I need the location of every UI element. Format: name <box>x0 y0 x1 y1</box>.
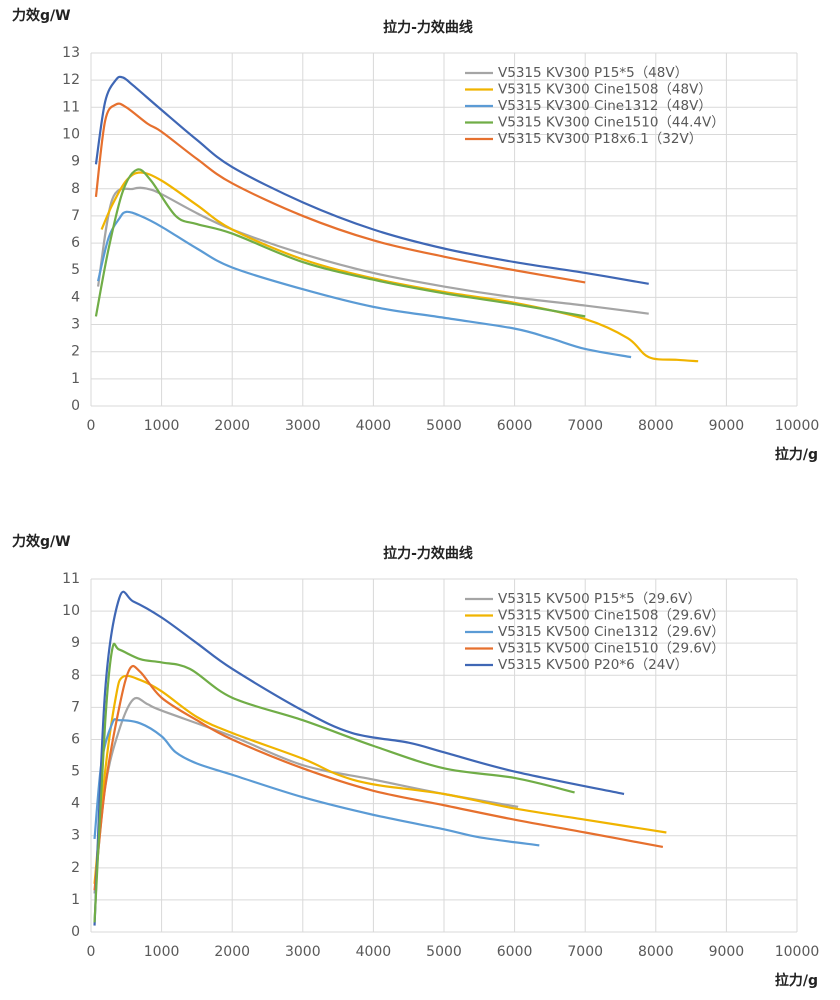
y-tick-label: 3 <box>71 828 80 844</box>
legend-label: V5315 KV300 Cine1508（48V） <box>498 82 712 98</box>
x-tick-label: 7000 <box>567 418 603 434</box>
x-tick-label: 3000 <box>285 418 321 434</box>
y-tick-label: 8 <box>71 667 80 683</box>
x-tick-label: 5000 <box>426 418 462 434</box>
y-tick-label: 2 <box>71 860 80 876</box>
y-tick-label: 7 <box>71 699 80 715</box>
data-line <box>93 642 575 923</box>
x-tick-label: 0 <box>87 944 96 960</box>
x-tick-label: 6000 <box>497 944 533 960</box>
x-tick-label: 4000 <box>356 418 392 434</box>
legend-label: V5315 KV500 Cine1510（29.6V） <box>498 641 725 657</box>
x-tick-label: 7000 <box>567 944 603 960</box>
y-tick-label: 8 <box>71 181 80 197</box>
y-tick-label: 4 <box>71 796 80 812</box>
y-tick-label: 10 <box>62 603 80 619</box>
legend-label: V5315 KV300 P15*5（48V） <box>498 65 688 81</box>
y-tick-label: 11 <box>62 99 80 115</box>
y-tick-label: 6 <box>71 731 80 747</box>
y-axis-label: 力效g/W <box>12 7 71 24</box>
x-tick-label: 5000 <box>426 944 462 960</box>
legend-label: V5315 KV500 P20*6（24V） <box>498 657 688 673</box>
x-tick-label: 6000 <box>497 418 533 434</box>
legend-label: V5315 KV300 Cine1510（44.4V） <box>498 115 725 131</box>
y-tick-label: 5 <box>71 262 80 278</box>
y-tick-label: 13 <box>62 45 80 61</box>
y-tick-label: 4 <box>71 289 80 305</box>
y-tick-label: 2 <box>71 344 80 360</box>
y-tick-label: 6 <box>71 235 80 251</box>
x-tick-label: 3000 <box>285 944 321 960</box>
y-tick-label: 9 <box>71 154 80 170</box>
x-tick-label: 8000 <box>638 944 674 960</box>
data-line <box>93 664 664 891</box>
y-tick-label: 1 <box>71 892 80 908</box>
x-axis-label: 拉力/g <box>775 972 818 989</box>
data-line <box>93 590 625 926</box>
data-line <box>94 102 586 284</box>
legend-label: V5315 KV500 P15*5（29.6V） <box>498 591 701 607</box>
x-tick-label: 1000 <box>144 418 180 434</box>
y-axis-label: 力效g/W <box>12 533 71 550</box>
y-tick-label: 5 <box>71 764 80 780</box>
x-tick-label: 10000 <box>775 944 820 960</box>
y-tick-label: 3 <box>71 317 80 333</box>
chart-title: 拉力-力效曲线 <box>383 545 473 562</box>
data-line <box>96 210 632 359</box>
x-tick-label: 9000 <box>709 944 745 960</box>
data-line <box>100 171 699 363</box>
data-line <box>94 75 649 285</box>
legend-label: V5315 KV300 P18x6.1（32V） <box>498 131 702 147</box>
data-line <box>93 696 519 894</box>
y-tick-label: 11 <box>62 571 80 587</box>
y-tick-label: 0 <box>71 924 80 940</box>
y-tick-label: 10 <box>62 126 80 142</box>
legend-label: V5315 KV500 Cine1508（29.6V） <box>498 608 725 624</box>
data-line <box>94 168 586 318</box>
x-tick-label: 9000 <box>709 418 745 434</box>
x-tick-label: 0 <box>87 418 96 434</box>
y-tick-label: 0 <box>71 398 80 414</box>
x-tick-label: 2000 <box>214 944 250 960</box>
x-tick-label: 8000 <box>638 418 674 434</box>
y-tick-label: 9 <box>71 635 80 651</box>
data-line <box>93 674 667 884</box>
data-line <box>93 718 540 847</box>
chart-title: 拉力-力效曲线 <box>383 19 473 36</box>
y-tick-label: 12 <box>62 72 80 88</box>
x-tick-label: 4000 <box>356 944 392 960</box>
legend-label: V5315 KV500 Cine1312（29.6V） <box>498 624 725 640</box>
y-tick-label: 1 <box>71 371 80 387</box>
x-axis-label: 拉力/g <box>775 446 818 463</box>
x-tick-label: 10000 <box>775 418 820 434</box>
y-tick-label: 7 <box>71 208 80 224</box>
x-tick-label: 1000 <box>144 944 180 960</box>
x-tick-label: 2000 <box>214 418 250 434</box>
legend-label: V5315 KV300 Cine1312（48V） <box>498 98 712 114</box>
